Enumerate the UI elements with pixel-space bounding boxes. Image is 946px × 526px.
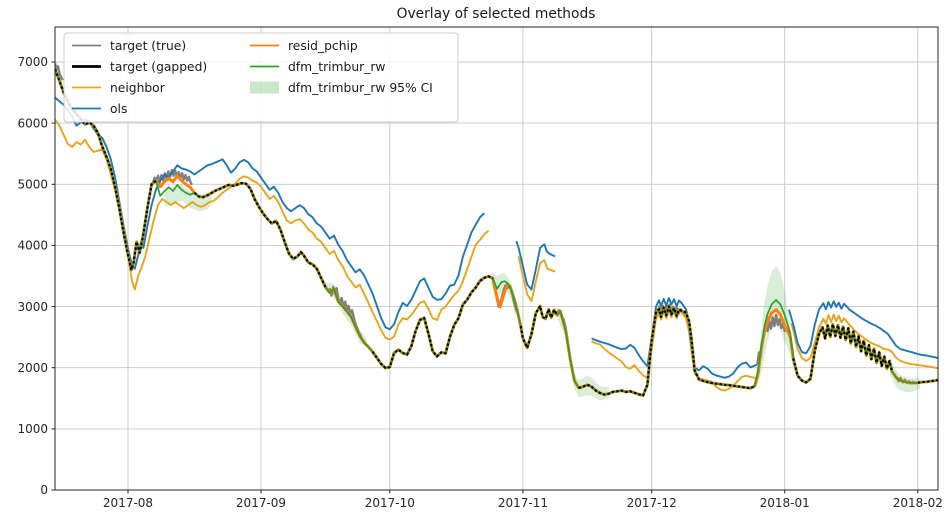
ci-band xyxy=(557,306,609,401)
legend-label: target (gapped) xyxy=(110,60,207,74)
legend-label: dfm_trimbur_rw 95% CI xyxy=(288,81,433,95)
legend-label: ols xyxy=(110,102,127,116)
target-gapped-line xyxy=(578,305,756,397)
neighbor-line xyxy=(591,306,757,392)
ols-line xyxy=(591,297,758,379)
ci-band xyxy=(754,266,794,391)
neighbor-line xyxy=(790,313,938,370)
legend-swatch-ci xyxy=(250,81,279,94)
x-tick-label: 2018-01 xyxy=(760,496,810,510)
target-gapped-line xyxy=(792,323,894,384)
target-true-line xyxy=(55,62,64,81)
y-tick-label: 2000 xyxy=(17,361,48,375)
x-tick-label: 2017-12 xyxy=(627,496,677,510)
ols-line xyxy=(788,300,938,360)
y-tick-label: 6000 xyxy=(17,116,48,130)
x-tick-label: 2017-09 xyxy=(236,496,286,510)
y-axis: 0 1000 2000 3000 4000 5000 6000 7000 xyxy=(17,55,55,497)
x-tick-label: 2017-11 xyxy=(498,496,548,510)
x-tick-label: 2018-02 xyxy=(893,496,943,510)
legend-label: resid_pchip xyxy=(288,39,358,53)
x-axis: 2017-08 2017-09 2017-10 2017-11 2017-12 2018-… xyxy=(103,490,943,510)
target-gapped-line xyxy=(519,304,559,349)
neighbor-line xyxy=(517,256,556,303)
y-tick-label: 7000 xyxy=(17,55,48,69)
ci-band xyxy=(490,272,517,319)
y-tick-label: 1000 xyxy=(17,422,48,436)
x-tick-label: 2017-08 xyxy=(103,496,153,510)
plot-area xyxy=(55,62,938,401)
y-tick-label: 0 xyxy=(40,483,48,497)
legend-label: dfm_trimbur_rw xyxy=(288,60,385,74)
legend: target (true) target (gapped) neighbor ols r… xyxy=(63,32,459,123)
chart-title: Overlay of selected methods xyxy=(397,6,596,22)
legend-label: target (true) xyxy=(110,39,186,53)
target-gapped-line xyxy=(917,378,938,384)
y-tick-label: 5000 xyxy=(17,178,48,192)
legend-box xyxy=(63,32,459,123)
y-tick-label: 4000 xyxy=(17,239,48,253)
x-tick-label: 2017-10 xyxy=(365,496,415,510)
ci-band xyxy=(164,183,212,212)
target-gapped-line xyxy=(193,182,327,288)
ols-line xyxy=(515,240,556,291)
axes-frame xyxy=(54,26,939,491)
y-tick-label: 3000 xyxy=(17,300,48,314)
legend-label: neighbor xyxy=(110,81,166,95)
target-gapped-line xyxy=(371,275,494,370)
